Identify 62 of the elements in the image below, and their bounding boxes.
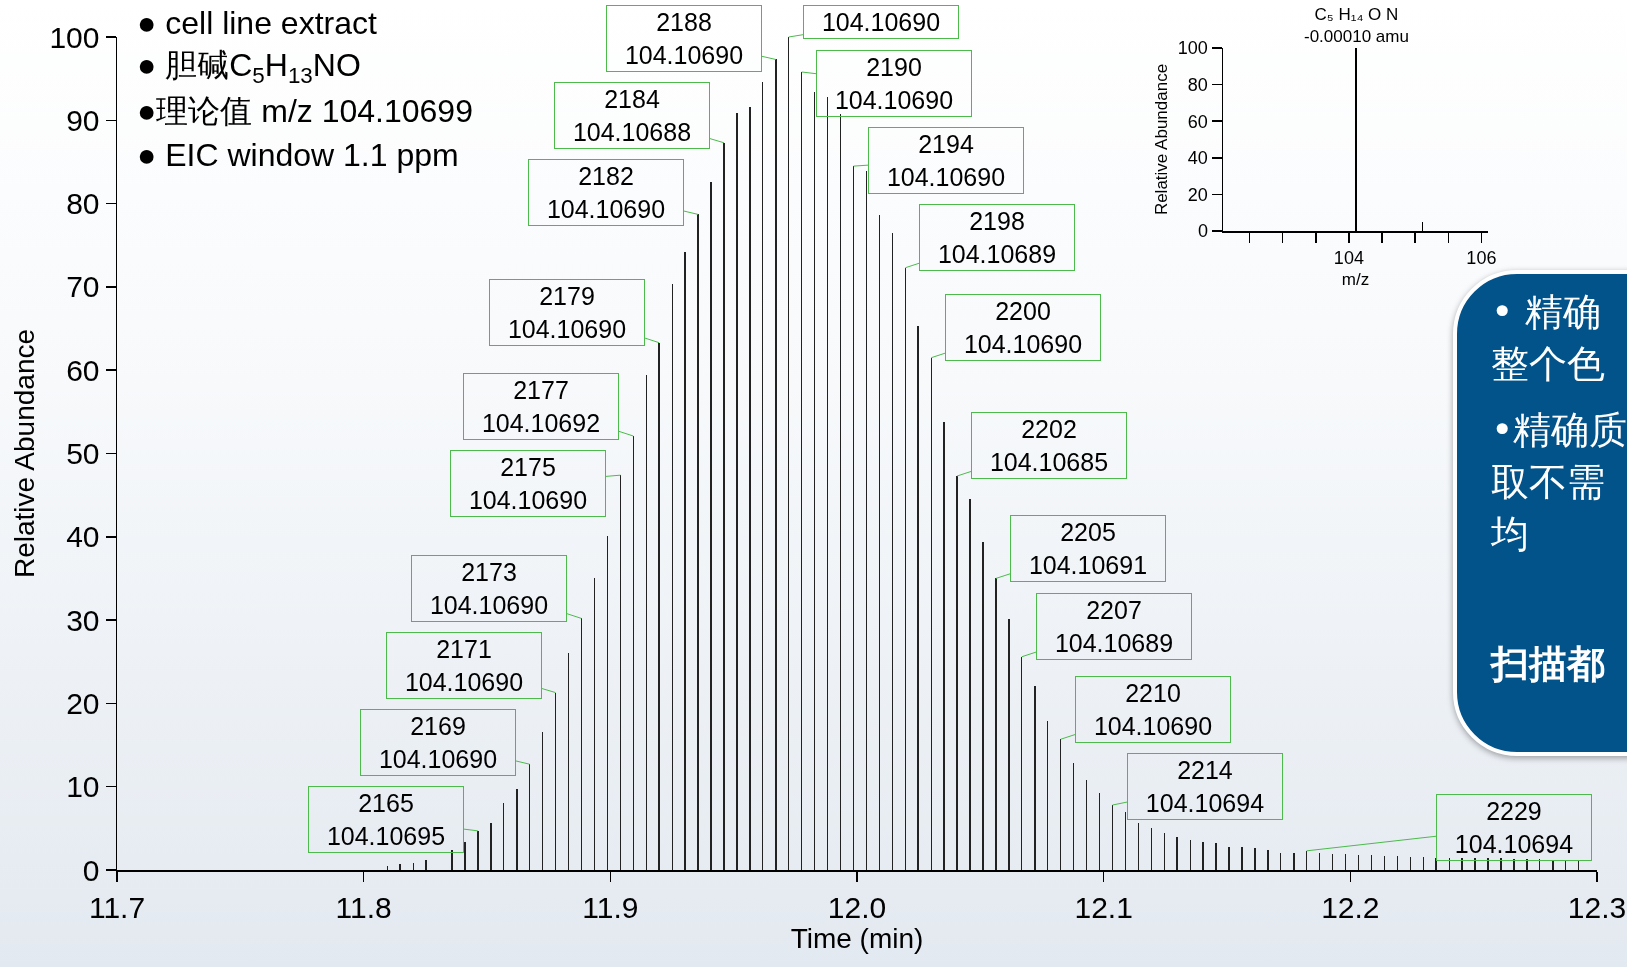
annotation: ● EIC window 1.1 ppm — [137, 137, 459, 173]
x-tick-label: 11.9 — [582, 890, 639, 924]
y-tick-label: 80 — [1187, 74, 1208, 95]
annotation: ● cell line extract — [137, 5, 377, 41]
annotation: 2194 104.10690 — [886, 130, 1006, 191]
annotation: ● 胆碱C$_{5}$H$_{13}$NO — [137, 47, 361, 88]
annotation: 2198 104.10689 — [937, 207, 1057, 268]
annotation: 2188 104.10690 — [624, 8, 744, 69]
y-tick-label: 40 — [66, 520, 100, 554]
y-tick-label: 90 — [66, 103, 100, 137]
x-tick-label: 104 — [1333, 248, 1364, 269]
annotation: 取不需 — [1491, 459, 1606, 506]
annotation: 2177 104.10692 — [481, 376, 601, 437]
y-tick-label: 20 — [1187, 184, 1208, 205]
y-tick-label: 0 — [82, 853, 100, 887]
y-axis-title: Relative Abundance — [1151, 63, 1171, 216]
annotation: 2229 104.10694 — [1454, 797, 1574, 858]
y-tick-label: 40 — [1187, 148, 1208, 169]
y-tick-label: 100 — [1177, 38, 1208, 59]
x-axis-title: Time (min) — [790, 923, 924, 955]
y-tick-label: 60 — [66, 353, 100, 387]
x-tick-label: 106 — [1466, 248, 1497, 269]
x-tick-label: 12.0 — [827, 890, 887, 924]
annotation: 2179 104.10690 — [507, 282, 627, 343]
x-tick-label: 11.7 — [88, 890, 146, 924]
annotation: ●理论值 m/z 104.10699 — [137, 93, 473, 129]
annotation: C₅ H₁₄ O N -0.00010 amu — [1304, 5, 1409, 47]
annotation: •精确质 — [1491, 407, 1627, 454]
annotation: 2182 104.10690 — [546, 162, 666, 223]
x-tick-label: 12.2 — [1321, 890, 1380, 924]
y-tick-label: 0 — [1197, 221, 1208, 242]
y-tick-label: 10 — [66, 770, 100, 804]
annotation: 2207 104.10689 — [1054, 596, 1174, 657]
annotation: 2200 104.10690 — [963, 297, 1083, 358]
annotation: 2184 104.10688 — [572, 85, 692, 146]
y-tick-label: 70 — [66, 270, 100, 304]
y-tick-label: 80 — [66, 187, 100, 221]
y-tick-label: 30 — [66, 603, 100, 637]
annotation: 均 — [1491, 511, 1530, 558]
annotation: • 精确 — [1491, 289, 1603, 336]
x-tick-label: 12.3 — [1567, 890, 1627, 924]
annotation: 2210 104.10690 — [1093, 679, 1213, 740]
x-tick-label: 12.1 — [1074, 890, 1133, 924]
annotation: 2205 104.10691 — [1028, 518, 1148, 579]
y-tick-label: 20 — [66, 686, 100, 720]
annotation: 整个色 — [1491, 341, 1606, 388]
annotation: 2173 104.10690 — [429, 558, 549, 619]
annotation: 2175 104.10690 — [468, 453, 588, 514]
y-tick-label: 50 — [66, 437, 100, 470]
y-tick-label: 100 — [49, 20, 100, 54]
annotation: 2190 104.10690 — [834, 53, 954, 114]
annotation: 2171 104.10690 — [404, 635, 524, 696]
annotation: 2169 104.10690 — [378, 712, 498, 773]
y-axis-title: Relative Abundance — [9, 328, 41, 579]
annotation: 2165 104.10695 — [326, 789, 446, 850]
annotation: 2214 104.10694 — [1145, 756, 1265, 817]
x-tick-label: 11.8 — [335, 890, 392, 924]
x-axis-title: m/z — [1341, 270, 1370, 290]
annotation: 104.10690 — [821, 8, 941, 36]
y-tick-label: 60 — [1187, 111, 1208, 132]
annotation: 2202 104.10685 — [989, 415, 1109, 476]
annotation: 扫描都 — [1491, 641, 1606, 688]
